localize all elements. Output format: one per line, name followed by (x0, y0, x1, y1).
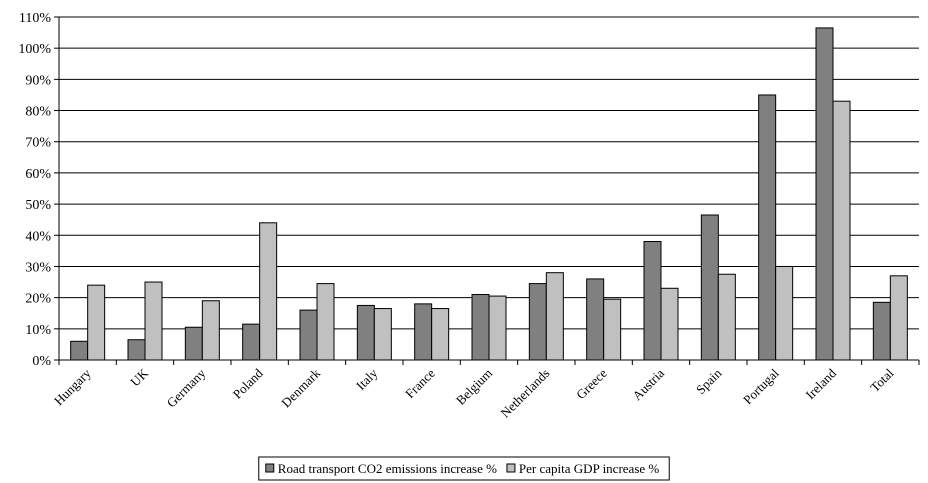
legend-swatch-co2 (266, 464, 274, 472)
y-tick-label: 80% (25, 105, 51, 120)
bar-gdp-total (890, 276, 907, 360)
y-tick-label: 30% (25, 260, 51, 275)
x-category-label: Ireland (802, 365, 839, 402)
bar-gdp-germany (202, 301, 219, 360)
x-category-label: Hungary (51, 365, 94, 408)
bar-gdp-belgium (489, 296, 506, 360)
x-category-label: Portugal (740, 365, 782, 407)
y-tick-label: 0% (32, 354, 51, 369)
x-category-label: Denmark (278, 365, 323, 410)
x-category-label: Italy (353, 365, 381, 393)
x-category-label: France (402, 365, 438, 401)
y-tick-label: 70% (25, 136, 51, 151)
bar-gdp-uk (145, 282, 162, 360)
bar-gdp-greece (604, 299, 621, 360)
bar-co2-total (873, 302, 890, 360)
bar-gdp-denmark (317, 284, 334, 360)
bar-co2-denmark (300, 310, 317, 360)
bar-gdp-portugal (776, 266, 793, 360)
y-tick-label: 90% (25, 73, 51, 88)
bar-co2-uk (128, 340, 145, 360)
bar-co2-spain (701, 215, 718, 360)
bar-co2-poland (243, 324, 260, 360)
bar-co2-portugal (759, 95, 776, 360)
x-category-label: Belgium (453, 366, 495, 408)
y-tick-label: 110% (19, 11, 51, 26)
bars (71, 28, 908, 360)
bar-co2-germany (185, 327, 202, 360)
y-tick-label: 10% (25, 323, 51, 338)
bar-co2-hungary (71, 341, 88, 360)
x-category-label: UK (127, 365, 151, 389)
bar-gdp-netherlands (546, 273, 563, 360)
bar-co2-netherlands (529, 284, 546, 360)
x-category-label: Spain (693, 365, 725, 397)
bar-gdp-ireland (833, 101, 850, 360)
bar-gdp-austria (661, 288, 678, 360)
x-category-label: Germany (164, 365, 209, 410)
bar-co2-austria (644, 242, 661, 360)
y-tick-label: 50% (25, 198, 51, 213)
x-category-label: Austria (629, 365, 667, 403)
y-tick-label: 40% (25, 229, 51, 244)
y-tick-label: 60% (25, 167, 51, 182)
x-category-label: Total (867, 365, 897, 395)
y-tick-label: 20% (25, 292, 51, 307)
legend-label-co2: Road transport CO2 emissions increase % (278, 461, 497, 476)
bar-gdp-france (432, 309, 449, 360)
bar-gdp-hungary (88, 285, 105, 360)
legend-swatch-gdp (507, 464, 515, 472)
x-category-label: Greece (573, 365, 610, 402)
legend: Road transport CO2 emissions increase % P… (259, 457, 669, 480)
bar-co2-italy (357, 305, 374, 360)
legend-label-gdp: Per capita GDP increase % (519, 461, 659, 476)
bar-gdp-italy (374, 309, 391, 360)
bar-gdp-poland (260, 223, 277, 360)
y-axis-ticks: 0% 10% 20% 30% 40% 50% 60% 70% 80% 90% 100% 110% (18, 11, 59, 369)
bar-co2-greece (587, 279, 604, 360)
bar-co2-france (415, 304, 432, 360)
bar-co2-ireland (816, 28, 833, 360)
x-axis-category-labels: Hungary UK Germany Poland Denmark Italy France… (51, 365, 897, 420)
x-category-label: Netherlands (497, 366, 552, 421)
bar-gdp-spain (718, 274, 735, 360)
bar-co2-belgium (472, 295, 489, 360)
x-category-label: Poland (230, 365, 266, 401)
y-tick-label: 100% (18, 42, 51, 57)
